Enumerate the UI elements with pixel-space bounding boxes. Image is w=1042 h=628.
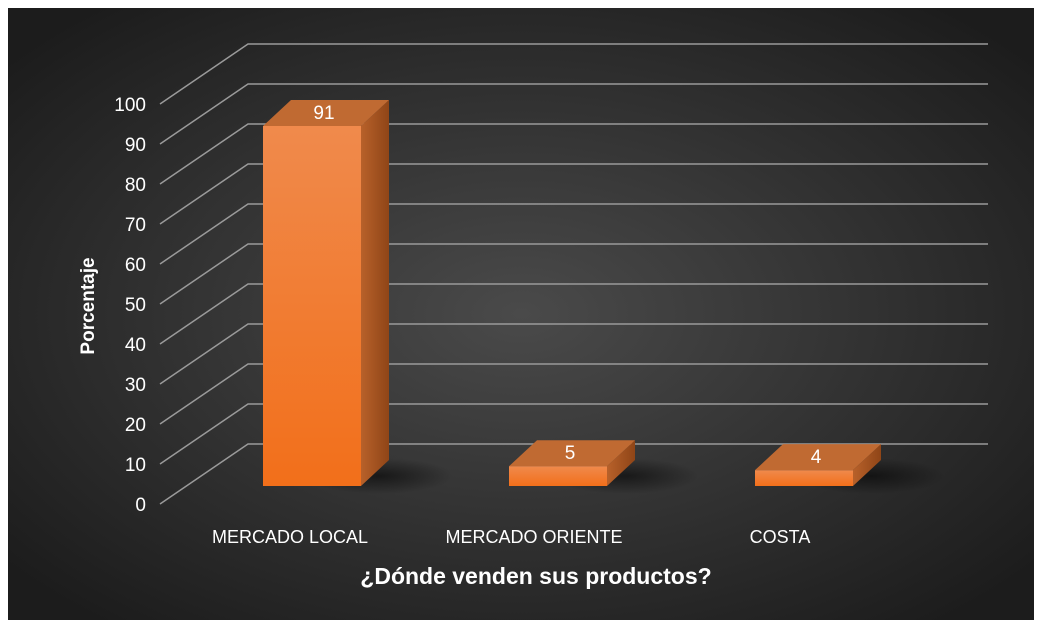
gridline <box>159 123 988 185</box>
gridline <box>159 43 988 105</box>
gridline <box>159 83 988 145</box>
gridline <box>159 243 988 305</box>
bar-side <box>607 440 635 486</box>
data-labels: 91 5 4 <box>313 103 821 468</box>
gridline <box>159 363 988 425</box>
bar-top <box>755 444 881 471</box>
y-tick-label: 20 <box>125 415 146 436</box>
category-label: MERCADO ORIENTE <box>445 527 622 547</box>
y-tick-label: 40 <box>125 335 146 356</box>
y-axis-title: Porcentaje <box>78 257 99 354</box>
y-tick-label: 70 <box>125 215 146 236</box>
bar-3 <box>755 444 945 494</box>
bar-side <box>361 100 389 486</box>
y-tick-label: 80 <box>125 175 146 196</box>
chart-background <box>8 8 1034 620</box>
y-axis-ticks: 0 10 20 30 40 50 60 70 80 90 100 <box>114 95 146 516</box>
bar-front <box>755 470 853 486</box>
category-label: MERCADO LOCAL <box>212 527 368 547</box>
bar-top <box>263 100 389 126</box>
gridline <box>159 403 988 465</box>
data-label: 5 <box>565 443 576 464</box>
gridline <box>159 163 988 225</box>
category-label: COSTA <box>750 527 811 547</box>
bar-top <box>509 440 635 467</box>
data-label: 91 <box>313 103 334 124</box>
gridline <box>159 323 988 385</box>
y-tick-label: 90 <box>125 135 146 156</box>
data-label: 4 <box>811 447 822 468</box>
gridline <box>159 203 988 265</box>
bar-front <box>509 466 607 486</box>
gridline <box>159 283 988 345</box>
bar-1 <box>263 100 453 494</box>
y-tick-label: 30 <box>125 375 146 396</box>
bar-front <box>263 126 361 486</box>
y-tick-label: 50 <box>125 295 146 316</box>
y-tick-label: 10 <box>125 455 146 476</box>
gridlines <box>159 43 988 505</box>
gridline <box>159 443 988 505</box>
y-tick-label: 60 <box>125 255 146 276</box>
bar-side <box>853 444 881 486</box>
x-axis-categories: MERCADO LOCAL MERCADO ORIENTE COSTA <box>212 527 810 547</box>
y-tick-label: 0 <box>135 495 146 516</box>
bars <box>263 100 945 494</box>
y-tick-label: 100 <box>114 95 146 116</box>
x-axis-title: ¿Dónde venden sus productos? <box>360 563 711 589</box>
bar-2 <box>509 440 699 494</box>
